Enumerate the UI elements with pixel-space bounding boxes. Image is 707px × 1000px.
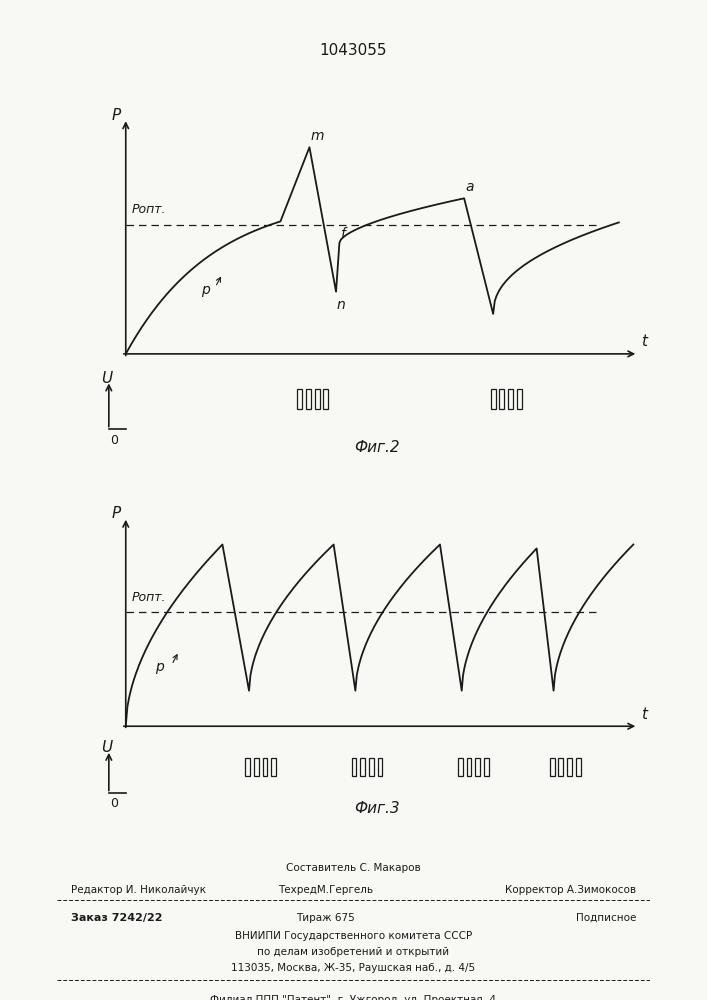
Text: m: m [311,129,325,143]
Text: 0: 0 [110,434,119,447]
Text: P: P [112,108,121,123]
Text: Фиг.2: Фиг.2 [354,440,400,455]
Text: n: n [337,298,345,312]
Bar [491,389,496,409]
Bar [271,758,276,776]
Bar [262,758,267,776]
Text: Pопт.: Pопт. [132,203,166,216]
Bar [499,389,504,409]
Bar [378,758,382,776]
Bar [369,758,374,776]
Bar [458,758,462,776]
Text: ТехредМ.Гергель: ТехредМ.Гергель [278,885,373,895]
Text: U: U [102,371,112,386]
Text: по делам изобретений и открытий: по делам изобретений и открытий [257,947,450,957]
Text: Тираж 675: Тираж 675 [296,913,355,923]
Text: Pопт.: Pопт. [132,591,166,604]
Bar [298,389,302,409]
Bar [467,758,472,776]
Bar [550,758,554,776]
Text: Фиг.3: Фиг.3 [354,801,400,816]
Text: t: t [641,707,647,722]
Text: 1043055: 1043055 [320,43,387,58]
Text: Составитель С. Макаров: Составитель С. Макаров [286,863,421,873]
Text: Филиал ППП "Патент", г. Ужгород, ул. Проектная, 4: Филиал ППП "Патент", г. Ужгород, ул. Про… [211,995,496,1000]
Text: f: f [340,227,345,241]
Text: U: U [102,740,112,755]
Bar [575,758,580,776]
Text: Подписное: Подписное [576,913,636,923]
Text: Редактор И. Николайчук: Редактор И. Николайчук [71,885,206,895]
Text: ВНИИПИ Государственного комитета СССР: ВНИИПИ Государственного комитета СССР [235,931,472,941]
Bar [475,758,480,776]
Text: P: P [112,506,121,521]
Bar [315,389,320,409]
Text: a: a [466,180,474,194]
Text: Корректор А.Зимокосов: Корректор А.Зимокосов [506,885,636,895]
Bar [517,389,522,409]
Bar [508,389,513,409]
Bar [567,758,572,776]
Bar [360,758,365,776]
Text: p: p [155,660,163,674]
Bar [351,758,356,776]
Bar [254,758,259,776]
Text: t: t [641,334,647,349]
Bar [559,758,563,776]
Text: 0: 0 [110,797,119,810]
Text: p: p [201,283,209,297]
Text: 113035, Москва, Ж-35, Раушская наб., д. 4/5: 113035, Москва, Ж-35, Раушская наб., д. … [231,963,476,973]
Text: Заказ 7242/22: Заказ 7242/22 [71,913,162,923]
Bar [484,758,489,776]
Bar [245,758,250,776]
Bar [324,389,328,409]
Bar [306,389,311,409]
